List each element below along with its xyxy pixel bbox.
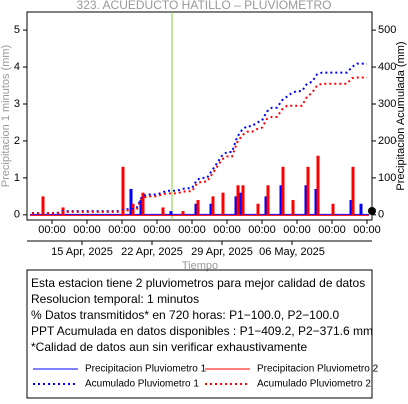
x-tick-label: 00:00 bbox=[248, 224, 276, 236]
legend-label: Precipitacion Pluviometro 1 bbox=[85, 364, 207, 375]
y-tick-label: 0 bbox=[14, 209, 20, 221]
y2-tick-label: 300 bbox=[378, 98, 396, 110]
x-tick-label: 00:00 bbox=[108, 224, 136, 236]
x-tick-label: 00:00 bbox=[178, 224, 206, 236]
y2-tick-label: 100 bbox=[378, 172, 396, 184]
info-line: Resolucion temporal: 1 minutos bbox=[31, 292, 199, 306]
info-box bbox=[26, 269, 373, 399]
date-tick-label: 06 May, 2025 bbox=[259, 246, 325, 258]
info-line: PPT Acumulada en datos disponibles : P1−… bbox=[31, 324, 373, 338]
legend-label: Acumulado Pluviometro 2 bbox=[257, 379, 371, 390]
y-tick-label: 5 bbox=[14, 24, 20, 36]
x-tick-label: 00:00 bbox=[143, 224, 171, 236]
x-tick-label: 00:00 bbox=[73, 224, 101, 236]
y2-axis-label: Precipitacion Acumulada (mm) bbox=[395, 41, 407, 190]
info-line: Esta estacion tiene 2 pluviometros para … bbox=[31, 276, 365, 290]
info-line: % Datos transmitidos* en 720 horas: P1−1… bbox=[31, 308, 340, 322]
y2-tick-label: 0 bbox=[378, 209, 384, 221]
date-tick-label: 29 Apr, 2025 bbox=[191, 246, 253, 258]
date-tick-label: 22 Apr, 2025 bbox=[121, 246, 183, 258]
y-axis-label: Precipitacion 1 minutos (mm) bbox=[0, 45, 12, 187]
info-line: *Calidad de datos aun sin verificar exha… bbox=[31, 340, 307, 354]
x-axis-label: Tiempo bbox=[182, 260, 218, 272]
y-tick-label: 3 bbox=[14, 98, 20, 110]
x-tick-label: 00:00 bbox=[213, 224, 241, 236]
chart-title: 323. ACUEDUCTO HATILLO – PLUVIOMETRO bbox=[77, 0, 332, 12]
y-tick-label: 4 bbox=[14, 61, 20, 73]
y-tick-label: 2 bbox=[14, 135, 20, 147]
y-tick-label: 1 bbox=[14, 172, 20, 184]
legend-label: Acumulado Pluviometro 1 bbox=[85, 379, 199, 390]
date-tick-label: 15 Apr, 2025 bbox=[51, 246, 113, 258]
legend-label: Precipitacion Pluviometro 2 bbox=[257, 364, 379, 375]
x-tick-label: 00:00 bbox=[38, 224, 66, 236]
y2-tick-label: 400 bbox=[378, 61, 396, 73]
y2-tick-label: 500 bbox=[378, 24, 396, 36]
accum-line bbox=[32, 76, 367, 215]
x-tick-label: 00:00 bbox=[353, 224, 381, 236]
y2-tick-label: 200 bbox=[378, 135, 396, 147]
plot-frame bbox=[26, 11, 373, 221]
x-tick-label: 00:00 bbox=[318, 224, 346, 236]
end-dot bbox=[368, 207, 376, 215]
x-tick-label: 00:00 bbox=[283, 224, 311, 236]
